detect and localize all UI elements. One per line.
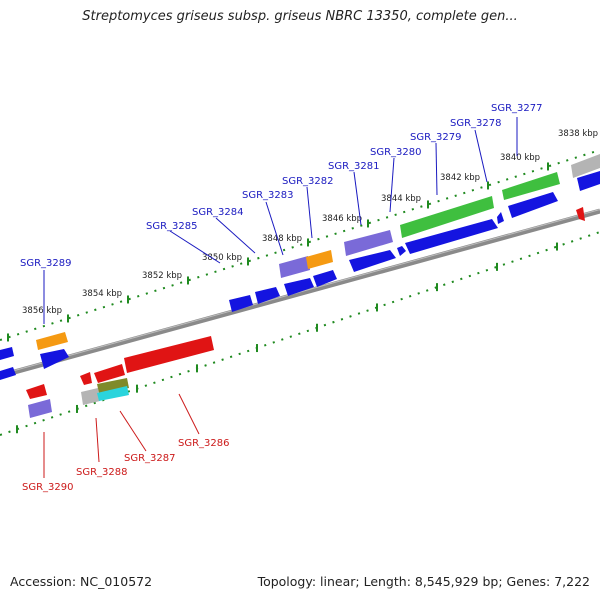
gene-label[interactable]: SGR_3280 xyxy=(370,147,422,158)
gene-label[interactable]: SGR_3289 xyxy=(20,258,72,269)
gene-block-purple[interactable] xyxy=(344,230,393,256)
leader-line xyxy=(169,230,221,264)
gene-block-green[interactable] xyxy=(502,172,560,200)
gene-label[interactable]: SGR_3281 xyxy=(328,161,380,172)
gene-block-gray[interactable] xyxy=(571,154,600,178)
leader-line xyxy=(306,186,313,239)
topology-text: Topology: linear; Length: 8,545,929 bp; … xyxy=(257,574,590,589)
plus-strand-genes xyxy=(0,154,600,380)
gene-block-purple[interactable] xyxy=(279,256,310,278)
leader-line xyxy=(95,417,100,463)
gene-block-red[interactable] xyxy=(124,336,214,373)
gene-label[interactable]: SGR_3288 xyxy=(76,467,128,478)
leader-line xyxy=(389,157,395,213)
gene-block-blue[interactable] xyxy=(229,295,253,312)
gene-block-orange[interactable] xyxy=(306,250,333,269)
gene-block-blue[interactable] xyxy=(497,212,504,224)
kbp-label: 3856 kbp xyxy=(22,306,62,316)
gene-label[interactable]: SGR_3279 xyxy=(410,132,462,143)
gene-block-cyan[interactable] xyxy=(97,386,129,401)
gene-label[interactable]: SGR_3283 xyxy=(242,190,294,201)
gene-block-orange[interactable] xyxy=(36,332,68,350)
gene-block-blue[interactable] xyxy=(349,250,396,272)
leader-line xyxy=(353,171,362,226)
kbp-label: 3854 kbp xyxy=(82,289,122,299)
minus-strand-genes xyxy=(26,207,585,418)
gene-block-red[interactable] xyxy=(80,372,92,385)
gene-label[interactable]: SGR_3277 xyxy=(491,103,543,114)
kbp-label: 3842 kbp xyxy=(440,173,480,183)
gene-block-blue[interactable] xyxy=(405,219,498,254)
gene-block-blue[interactable] xyxy=(40,349,69,369)
gene-block-gray[interactable] xyxy=(81,388,100,405)
leader-line xyxy=(435,142,438,196)
accession-text: Accession: NC_010572 xyxy=(10,574,153,589)
gene-block-blue[interactable] xyxy=(0,347,14,360)
gene-block-red[interactable] xyxy=(94,364,125,383)
gene-label[interactable]: SGR_3287 xyxy=(124,453,176,464)
gene-block-green[interactable] xyxy=(400,196,494,238)
gene-block-blue[interactable] xyxy=(0,367,16,380)
genome-backbone-highlight xyxy=(0,209,600,375)
map-title: Streptomyces griseus subsp. griseus NBRC… xyxy=(82,9,518,24)
leader-line xyxy=(265,201,284,256)
kbp-label: 3846 kbp xyxy=(322,214,362,224)
minus-leaders xyxy=(43,393,200,478)
kbp-label: 3848 kbp xyxy=(262,234,302,244)
gene-block-blue[interactable] xyxy=(508,192,558,218)
gene-block-blue[interactable] xyxy=(313,270,337,287)
minus-gene-labels: SGR_3286 SGR_3287 SGR_3288 SGR_3290 xyxy=(22,438,230,493)
gene-label[interactable]: SGR_3285 xyxy=(146,221,198,232)
gene-label[interactable]: SGR_3290 xyxy=(22,482,74,493)
gene-label[interactable]: SGR_3284 xyxy=(192,207,244,218)
kbp-label: 3850 kbp xyxy=(202,253,242,263)
genome-backbone xyxy=(0,208,600,379)
kbp-label: 3844 kbp xyxy=(381,194,421,204)
leader-line xyxy=(178,393,200,435)
major-ticks xyxy=(7,162,558,434)
plus-gene-labels: SGR_3277 SGR_3278 SGR_3279 SGR_3280 SGR_… xyxy=(20,103,543,269)
leader-line xyxy=(215,217,256,254)
gene-block-purple[interactable] xyxy=(28,399,52,418)
gene-label[interactable]: SGR_3282 xyxy=(282,176,334,187)
gene-block-blue[interactable] xyxy=(577,171,600,191)
gene-label[interactable]: SGR_3286 xyxy=(178,438,230,449)
kbp-label: 3852 kbp xyxy=(142,271,182,281)
leader-line xyxy=(119,410,147,452)
gene-block-red[interactable] xyxy=(576,207,585,221)
gene-block-blue[interactable] xyxy=(397,246,406,256)
gene-block-blue[interactable] xyxy=(284,278,314,296)
ruler-lower xyxy=(0,231,600,436)
plus-leaders xyxy=(43,117,518,324)
leader-line xyxy=(474,129,488,183)
gene-block-red[interactable] xyxy=(26,384,47,399)
kbp-label: 3838 kbp xyxy=(558,129,598,139)
gene-block-blue[interactable] xyxy=(255,287,280,304)
gene-label[interactable]: SGR_3278 xyxy=(450,118,502,129)
kbp-label: 3840 kbp xyxy=(500,153,540,163)
